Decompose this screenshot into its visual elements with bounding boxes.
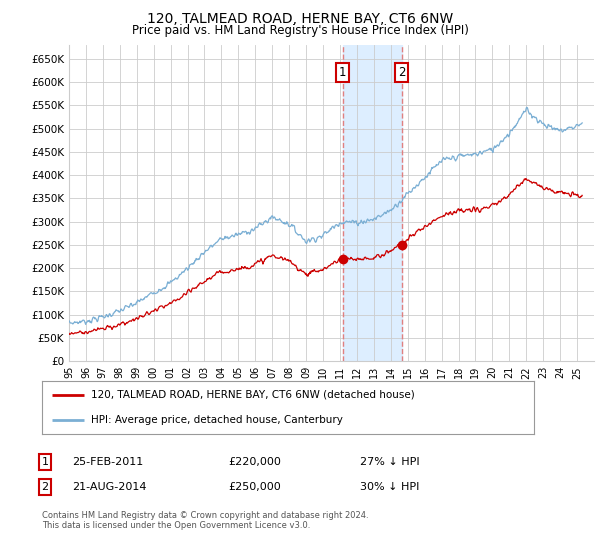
Text: 2: 2 xyxy=(41,482,49,492)
Text: 120, TALMEAD ROAD, HERNE BAY, CT6 6NW: 120, TALMEAD ROAD, HERNE BAY, CT6 6NW xyxy=(147,12,453,26)
Text: 25-FEB-2011: 25-FEB-2011 xyxy=(72,457,143,467)
Bar xyxy=(343,45,402,361)
Text: £250,000: £250,000 xyxy=(228,482,281,492)
Text: 120, TALMEAD ROAD, HERNE BAY, CT6 6NW (detached house): 120, TALMEAD ROAD, HERNE BAY, CT6 6NW (d… xyxy=(91,390,415,400)
Text: Contains HM Land Registry data © Crown copyright and database right 2024.
This d: Contains HM Land Registry data © Crown c… xyxy=(42,511,368,530)
Text: 1: 1 xyxy=(41,457,49,467)
Text: 30% ↓ HPI: 30% ↓ HPI xyxy=(360,482,419,492)
Text: 21-AUG-2014: 21-AUG-2014 xyxy=(72,482,146,492)
Text: 1: 1 xyxy=(339,66,346,79)
Text: £220,000: £220,000 xyxy=(228,457,281,467)
Text: 27% ↓ HPI: 27% ↓ HPI xyxy=(360,457,419,467)
Text: 2: 2 xyxy=(398,66,406,79)
Text: HPI: Average price, detached house, Canterbury: HPI: Average price, detached house, Cant… xyxy=(91,415,343,425)
Text: Price paid vs. HM Land Registry's House Price Index (HPI): Price paid vs. HM Land Registry's House … xyxy=(131,24,469,37)
